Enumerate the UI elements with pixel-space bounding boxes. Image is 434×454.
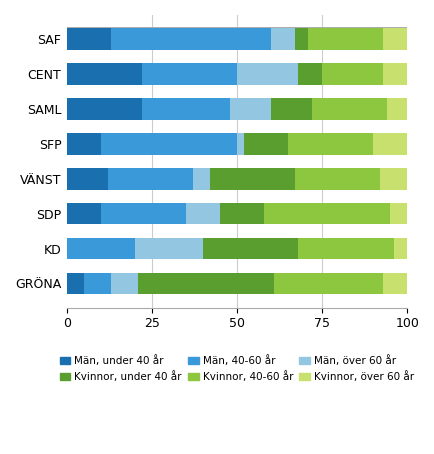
Bar: [67, 168, 107, 190]
Bar: [67, 203, 101, 224]
Bar: [67, 63, 141, 85]
Bar: [67, 273, 84, 294]
Bar: [311, 98, 386, 120]
Bar: [321, 63, 382, 85]
Bar: [386, 98, 406, 120]
Bar: [298, 238, 393, 259]
Bar: [393, 238, 406, 259]
Bar: [308, 28, 382, 50]
Bar: [185, 203, 220, 224]
Bar: [372, 133, 406, 155]
Bar: [67, 98, 141, 120]
Bar: [138, 273, 274, 294]
Bar: [141, 63, 237, 85]
Bar: [270, 98, 311, 120]
Bar: [101, 203, 185, 224]
Bar: [382, 273, 406, 294]
Bar: [294, 28, 308, 50]
Bar: [192, 168, 209, 190]
Bar: [107, 168, 192, 190]
Bar: [84, 273, 111, 294]
Bar: [67, 133, 101, 155]
Bar: [141, 98, 230, 120]
Bar: [237, 133, 243, 155]
Bar: [382, 63, 406, 85]
Bar: [203, 238, 298, 259]
Bar: [274, 273, 382, 294]
Bar: [67, 28, 111, 50]
Bar: [389, 203, 406, 224]
Legend: Män, under 40 år, Kvinnor, under 40 år, Män, 40-60 år, Kvinnor, 40-60 år, Män, ö: Män, under 40 år, Kvinnor, under 40 år, …: [56, 351, 418, 386]
Bar: [111, 273, 138, 294]
Bar: [382, 28, 406, 50]
Bar: [67, 238, 135, 259]
Bar: [263, 203, 389, 224]
Bar: [287, 133, 372, 155]
Bar: [294, 168, 379, 190]
Bar: [230, 98, 270, 120]
Bar: [270, 28, 294, 50]
Bar: [243, 133, 287, 155]
Bar: [220, 203, 263, 224]
Bar: [101, 133, 237, 155]
Bar: [111, 28, 270, 50]
Bar: [135, 238, 203, 259]
Bar: [379, 168, 406, 190]
Bar: [298, 63, 321, 85]
Bar: [209, 168, 294, 190]
Bar: [237, 63, 298, 85]
